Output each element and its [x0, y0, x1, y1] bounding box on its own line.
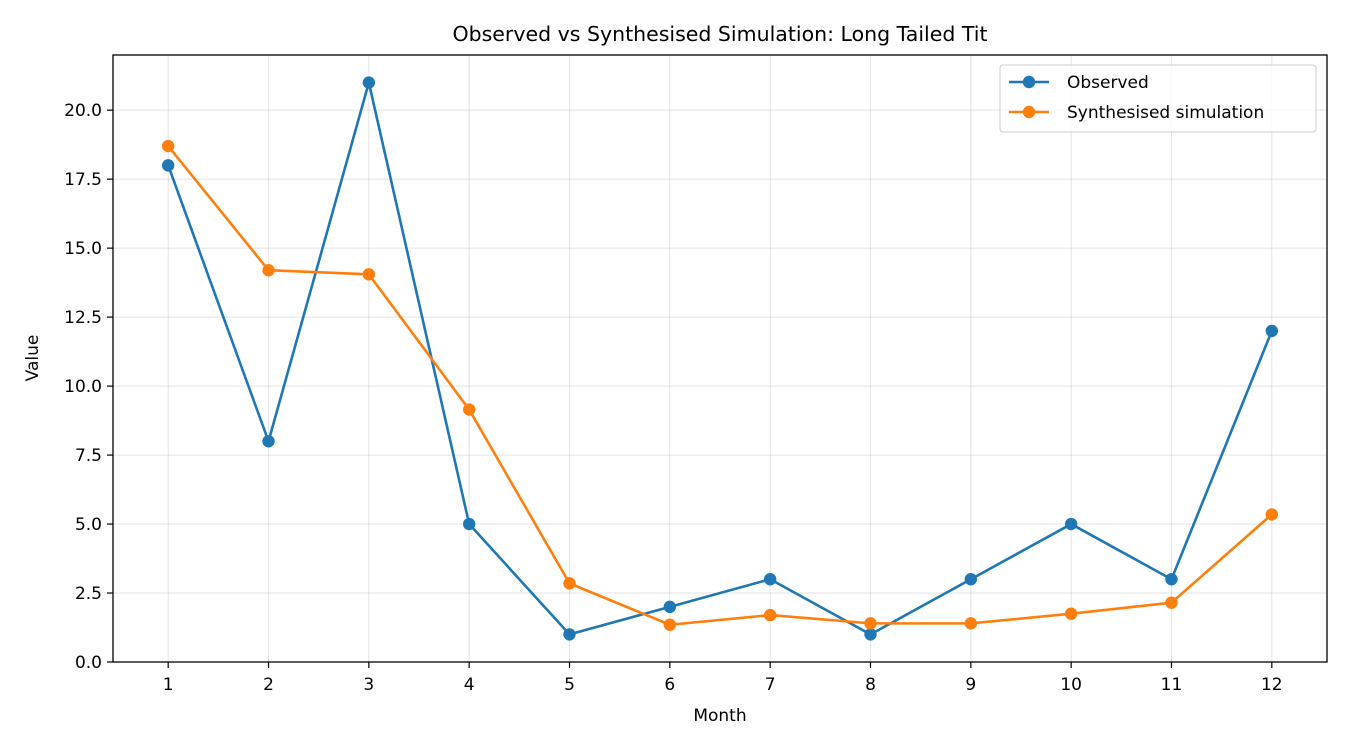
x-tick-label: 7 — [765, 675, 776, 695]
data-point — [262, 264, 275, 277]
x-tick-label: 4 — [464, 675, 475, 695]
y-tick-label: 0.0 — [75, 653, 102, 673]
data-point — [362, 268, 376, 281]
x-axis-label: Month — [693, 706, 746, 726]
data-point — [1165, 596, 1178, 609]
data-point — [763, 608, 777, 622]
x-tick-label: 8 — [865, 675, 876, 695]
legend-item: Synthesised simulation — [1009, 103, 1264, 123]
plot-frame — [112, 54, 1328, 663]
series-line — [167, 145, 1273, 627]
x-axis-ticks: 1 2 3 4 5 6 7 8 9 10 11 12 — [163, 662, 1283, 695]
data-point — [563, 628, 576, 641]
y-tick-label: 5.0 — [75, 515, 102, 535]
series-line — [166, 81, 1274, 636]
legend-label: Observed — [1067, 73, 1149, 93]
legend: Observed Synthesised simulation — [999, 64, 1317, 133]
data-point — [462, 403, 476, 416]
y-tick-label: 7.5 — [75, 446, 102, 466]
data-point — [763, 573, 777, 586]
data-point — [864, 628, 877, 641]
x-tick-label: 6 — [664, 675, 675, 695]
x-tick-label: 1 — [163, 675, 174, 695]
x-tick-label: 12 — [1261, 675, 1283, 695]
y-axis-ticks: 0.0 2.5 5.0 7.5 10.0 12.5 15.0 17.5 20.0 — [64, 101, 113, 673]
data-point — [964, 573, 978, 586]
data-point — [563, 577, 576, 590]
data-point — [462, 517, 476, 531]
y-tick-label: 17.5 — [64, 170, 102, 190]
y-axis-label: Value — [23, 335, 43, 382]
data-point — [1165, 573, 1178, 586]
x-tick-label: 2 — [263, 675, 274, 695]
data-point — [161, 159, 175, 172]
legend-box — [999, 64, 1317, 133]
y-tick-label: 15.0 — [64, 239, 102, 259]
data-point — [1265, 508, 1279, 521]
grid — [113, 55, 1327, 663]
x-tick-label: 3 — [363, 675, 374, 695]
data-point — [1064, 607, 1078, 620]
data-point — [663, 618, 677, 631]
x-tick-label: 5 — [564, 675, 575, 695]
legend-marker — [1022, 105, 1036, 119]
series-layer — [161, 76, 1279, 641]
y-tick-label: 12.5 — [64, 308, 102, 328]
x-tick-label: 9 — [965, 675, 976, 695]
data-point — [964, 617, 978, 630]
x-tick-label: 10 — [1060, 675, 1082, 695]
y-tick-label: 20.0 — [64, 101, 102, 121]
data-point — [1064, 517, 1078, 531]
chart-title: Observed vs Synthesised Simulation: Long… — [452, 22, 987, 46]
data-point — [864, 617, 877, 630]
data-point — [663, 600, 677, 614]
data-point — [362, 76, 376, 89]
legend-label: Synthesised simulation — [1067, 103, 1264, 123]
legend-marker — [1022, 75, 1036, 89]
data-point — [1265, 324, 1279, 338]
data-point — [262, 435, 275, 448]
legend-item: Observed — [1009, 73, 1149, 93]
series-0 — [161, 76, 1279, 641]
x-tick-label: 11 — [1161, 675, 1183, 695]
data-point — [161, 139, 175, 153]
y-tick-label: 2.5 — [75, 584, 102, 604]
series-1 — [161, 139, 1279, 631]
y-tick-label: 10.0 — [64, 377, 102, 397]
